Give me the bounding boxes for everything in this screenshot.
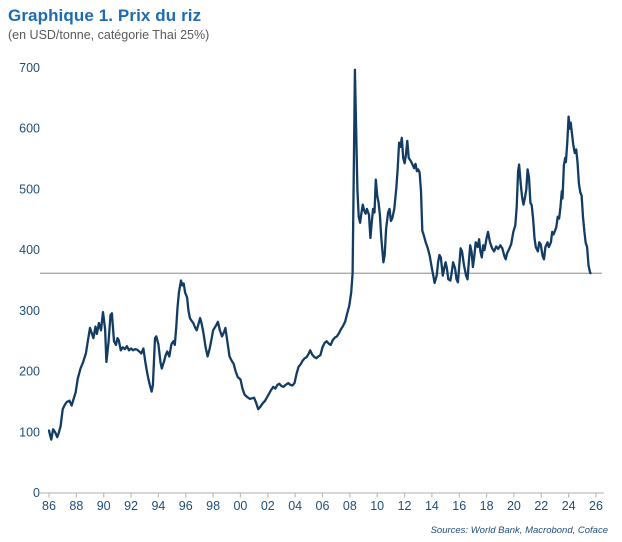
- x-axis-tick-label: 22: [534, 499, 548, 513]
- x-axis-tick-label: 10: [370, 499, 384, 513]
- y-axis-tick-label: 300: [19, 304, 40, 318]
- x-axis-tick-label: 24: [562, 499, 576, 513]
- chart-subtitle: (en USD/tonne, catégorie Thai 25%): [8, 28, 210, 42]
- y-axis-tick-label: 200: [19, 365, 40, 379]
- x-axis-tick-label: 96: [179, 499, 193, 513]
- chart-title: Graphique 1. Prix du riz: [8, 6, 202, 25]
- x-axis-tick-label: 18: [480, 499, 494, 513]
- price-line: [47, 68, 592, 441]
- x-axis-tick-label: 02: [261, 499, 275, 513]
- x-axis-tick-label: 04: [288, 499, 302, 513]
- x-axis-tick-label: 90: [97, 499, 111, 513]
- y-axis-tick-label: 0: [33, 486, 40, 500]
- source-note: Sources: World Bank, Macrobond, Coface: [430, 525, 608, 536]
- y-axis-tick-label: 500: [19, 182, 40, 196]
- x-axis-tick-label: 98: [206, 499, 220, 513]
- y-axis-tick-label: 100: [19, 425, 40, 439]
- x-axis-tick-label: 12: [398, 499, 412, 513]
- y-axis-tick-label: 400: [19, 243, 40, 257]
- x-axis-tick-label: 92: [124, 499, 138, 513]
- x-axis-tick-label: 94: [151, 499, 165, 513]
- x-axis-tick-label: 86: [42, 499, 56, 513]
- x-axis-tick-label: 00: [233, 499, 247, 513]
- x-axis-tick-label: 14: [425, 499, 439, 513]
- x-axis-tick-label: 20: [507, 499, 521, 513]
- y-axis-tick-label: 700: [19, 61, 40, 75]
- x-axis-tick-label: 16: [452, 499, 466, 513]
- y-axis-tick-label: 600: [19, 122, 40, 136]
- x-axis-tick-label: 26: [589, 499, 603, 513]
- x-axis-tick-label: 06: [316, 499, 330, 513]
- x-axis-tick-label: 88: [69, 499, 83, 513]
- x-axis-tick-label: 08: [343, 499, 357, 513]
